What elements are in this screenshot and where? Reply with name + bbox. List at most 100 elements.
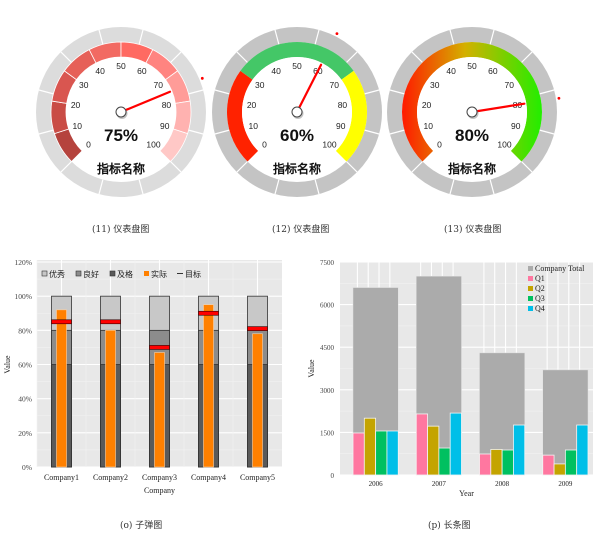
bullet-actual-bar <box>203 304 214 468</box>
gauge-tick-label: 0 <box>437 140 442 150</box>
bar-chart: 0 1500 3000 4500 6000 7500 2006 2007 2008 2009 Com… <box>307 259 593 498</box>
bar-y-tick-label: 7500 <box>320 259 335 267</box>
gauge-tick-label: 100 <box>322 140 336 150</box>
gauge-tick-label: 60 <box>137 66 147 76</box>
gauge-hub <box>115 106 127 118</box>
bullet-legend-label: 目标 <box>185 269 201 279</box>
gauge-tick-label: 100 <box>497 140 511 150</box>
bar-q2 <box>363 417 377 476</box>
bullet-company4 <box>198 295 219 468</box>
gauge-tick-label: 10 <box>424 121 434 131</box>
gauge-name-label: 指标名称 <box>97 161 145 176</box>
bar-q1 <box>352 432 365 476</box>
bar-legend-label: Q2 <box>535 284 545 293</box>
gauge-charts: 010203040506070809010075%指标名称01020304050… <box>36 27 561 197</box>
gauge-needle <box>470 102 526 114</box>
bullet-x-tick-label: Company2 <box>93 473 128 482</box>
bar-legend-label: Q4 <box>535 304 545 313</box>
bar-q3 <box>564 449 578 476</box>
bullet-company3 <box>149 295 170 468</box>
bar-legend-label: Q3 <box>535 294 545 303</box>
gauge-value-marker <box>200 76 204 80</box>
bar-y-tick-label: 6000 <box>320 302 335 310</box>
gauge-tick-label: 70 <box>504 80 514 90</box>
bar-x-tick-label: 2007 <box>432 480 447 488</box>
gauge-tick-label: 10 <box>73 121 83 131</box>
bullet-actual-bar <box>154 352 165 468</box>
bar-q2 <box>427 425 440 476</box>
bullet-actual-bar <box>56 309 67 468</box>
gauge-tick-label: 40 <box>271 66 281 76</box>
caption-gauge-11: (11) 仪表盘图 <box>92 225 150 235</box>
gauge-tick-label: 10 <box>249 121 259 131</box>
bullet-x-tick-label: Company4 <box>191 473 226 482</box>
gauge-tick-label: 0 <box>262 140 267 150</box>
gauge-tick-label: 0 <box>86 140 91 150</box>
gauge-hub <box>291 106 303 118</box>
bullet-target-marker <box>247 326 268 331</box>
caption-bar: (p) 长条图 <box>428 521 471 531</box>
bar-q2 <box>490 449 503 476</box>
gauge-tick-label: 90 <box>160 121 170 131</box>
gauge-tick-label: 20 <box>71 100 81 110</box>
bullet-chart: 0% 20% 40% 60% 80% 100% 120% Company1 Company2 Co… <box>3 258 282 495</box>
bar-x-tick-label: 2006 <box>369 480 384 488</box>
bullet-x-tick-label: Company5 <box>240 473 275 482</box>
caption-bullet: (o) 子弹图 <box>120 521 163 531</box>
gauge-tick-label: 100 <box>146 140 160 150</box>
gauge-tick-label: 30 <box>430 80 440 90</box>
gauge-value-label: 75% <box>104 126 138 145</box>
gauge-needle <box>119 90 172 114</box>
bar-q4 <box>513 424 526 476</box>
bar-q1 <box>542 454 555 476</box>
gauge-tick-label: 90 <box>336 121 346 131</box>
gauge-tick-label: 50 <box>467 61 477 71</box>
gauge-name-label: 指标名称 <box>448 161 496 176</box>
bullet-legend: 优秀 良好 及格 实际 目标 <box>41 269 201 279</box>
gauge-tick-label: 70 <box>329 80 339 90</box>
gauge-tick-label: 80 <box>338 100 348 110</box>
bullet-legend-label: 优秀 <box>49 269 65 279</box>
bullet-y-tick-label: 60% <box>18 361 32 370</box>
bullet-x-tick-label: Company1 <box>44 473 79 482</box>
gauge-tick-label: 50 <box>116 61 126 71</box>
bar-group-2006 <box>352 287 399 476</box>
gauge-tick-label: 20 <box>422 100 432 110</box>
bar-y-tick-label: 0 <box>331 472 335 480</box>
gauge-2: 010203040506070809010060%指标名称 <box>212 27 382 197</box>
bar-x-tick-label: 2009 <box>558 480 573 488</box>
bullet-actual-bar <box>105 330 116 468</box>
gauge-value-label: 80% <box>455 126 489 145</box>
bullet-y-tick-label: 20% <box>18 429 32 438</box>
bar-y-tick-label: 1500 <box>320 429 335 437</box>
bullet-company1 <box>51 295 72 468</box>
bullet-y-tick-label: 100% <box>15 292 33 301</box>
bullet-legend-label: 良好 <box>83 269 99 279</box>
gauge-tick-label: 40 <box>95 66 105 76</box>
bullet-target-marker <box>100 319 121 325</box>
bar-group-2009 <box>542 369 589 476</box>
gauge-tick-label: 40 <box>446 66 456 76</box>
bar-q4 <box>576 424 589 476</box>
bullet-legend-label: 及格 <box>117 269 133 279</box>
bar-q3 <box>438 447 451 476</box>
bar-x-tick-label: 2008 <box>495 480 510 488</box>
bullet-company5 <box>247 295 268 468</box>
gauge-tick-label: 30 <box>255 80 265 90</box>
bullet-y-tick-label: 120% <box>15 258 33 267</box>
caption-gauge-13: (13) 仪表盘图 <box>444 225 502 235</box>
bullet-x-tick-label: Company3 <box>142 473 177 482</box>
bar-q3 <box>375 430 388 476</box>
gauge-tick-label: 90 <box>511 121 521 131</box>
bullet-y-tick-label: 40% <box>18 395 32 404</box>
bullet-actual-bar <box>252 333 263 468</box>
bullet-legend-label: 实际 <box>151 269 167 279</box>
gauge-tick-label: 20 <box>247 100 257 110</box>
gauge-tick-label: 80 <box>162 100 172 110</box>
gauge-needle <box>295 63 323 114</box>
gauge-value-marker <box>557 96 561 100</box>
bar-y-axis-title: Value <box>307 359 316 378</box>
bar-x-axis-title: Year <box>459 489 474 498</box>
